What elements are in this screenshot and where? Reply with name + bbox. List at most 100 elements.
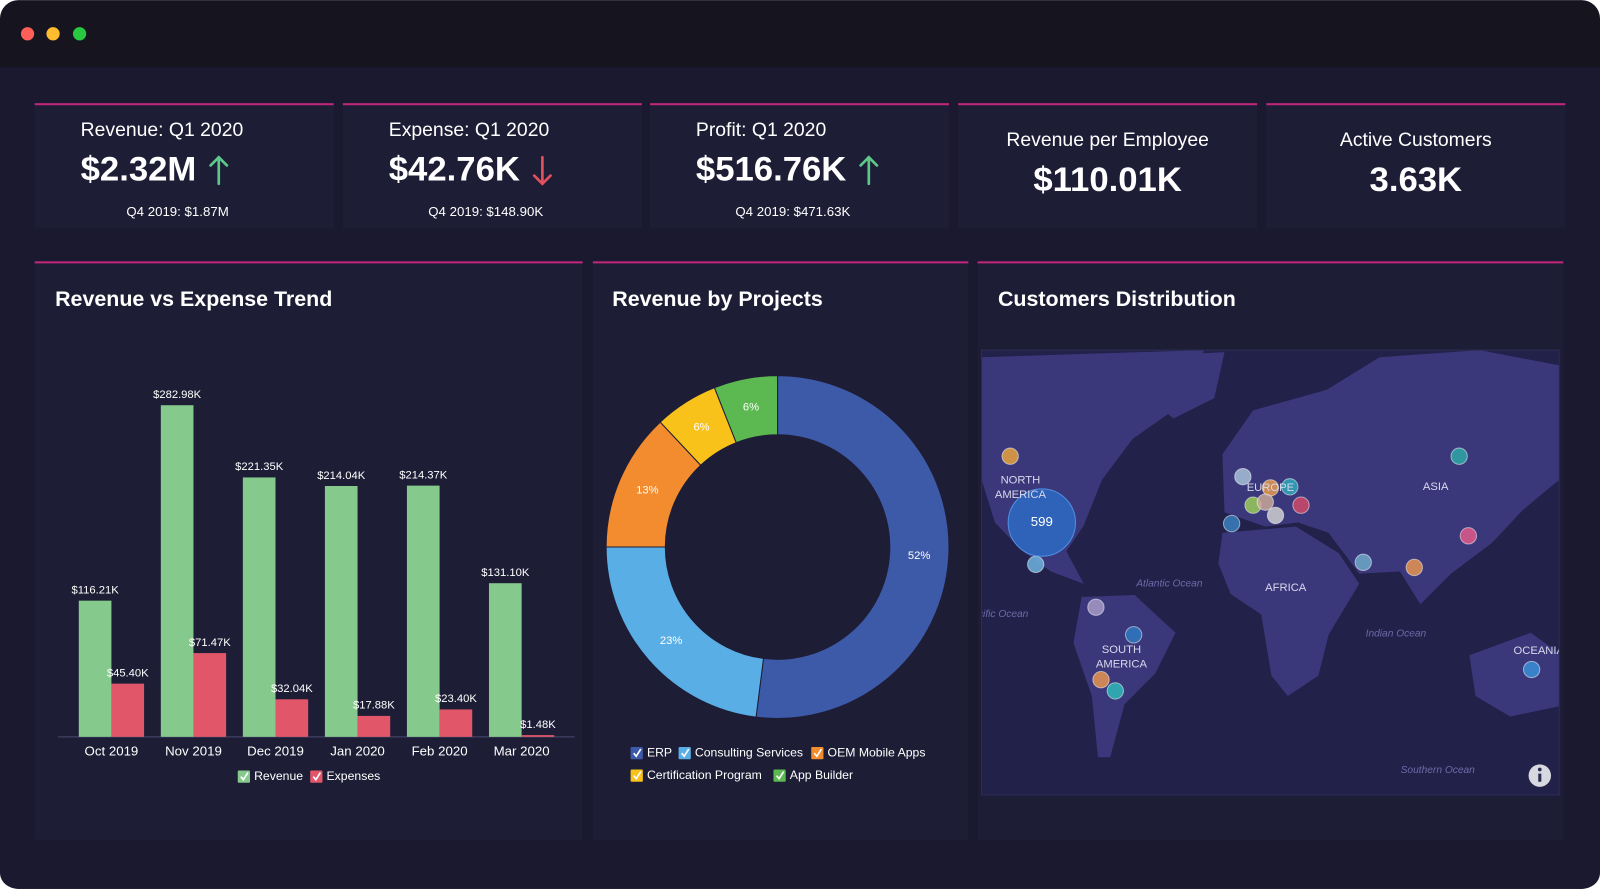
trend-arrow <box>532 155 552 186</box>
legend-label: OEM Mobile Apps <box>828 745 926 759</box>
region-label: ASIA <box>1423 481 1449 493</box>
bar <box>439 709 473 737</box>
kpi-accent <box>1266 103 1566 106</box>
kpi-title: Active Customers <box>1340 129 1492 151</box>
legend-check <box>813 748 823 758</box>
map-marker <box>1001 447 1019 465</box>
kpi-accent <box>342 103 642 106</box>
data-label: 6% <box>693 421 709 433</box>
kpi-comparison: Q4 2019: $471.63K <box>735 204 850 219</box>
map-marker <box>1027 555 1045 574</box>
donut-slice <box>755 375 950 719</box>
window-body-bottom <box>0 857 1600 889</box>
kpi-value: $2.32M <box>81 151 197 189</box>
data-label: 52% <box>908 550 930 562</box>
kpi-row: Revenue: Q1 2020 $2.32M Q4 2019: $1.87M Exp… <box>34 103 1566 229</box>
bar <box>406 485 440 737</box>
data-label: 6% <box>743 402 759 414</box>
map-marker <box>1405 558 1423 577</box>
region-label: NORTH <box>1001 475 1041 487</box>
kpi-title: Expense: Q1 2020 <box>389 119 550 141</box>
data-label: $23.40K <box>435 693 477 705</box>
region-label: EUROPE <box>1247 482 1294 494</box>
region-label: AMERICA <box>1096 658 1148 670</box>
region-label: OCEANIA <box>1514 645 1565 657</box>
legend-label: Certification Program <box>647 768 762 782</box>
legend-check <box>240 772 249 782</box>
map-marker <box>1125 626 1143 644</box>
data-label: $32.04K <box>271 683 313 695</box>
panel-accent <box>34 261 583 264</box>
map-marker <box>1354 553 1372 572</box>
map-markers: 599 <box>1001 447 1541 700</box>
ocean-label: Southern Ocean <box>1401 765 1476 776</box>
zoom-button[interactable] <box>72 27 87 41</box>
kpi-title: Profit: Q1 2020 <box>696 119 827 141</box>
ocean-label: Pacific Ocean <box>966 609 1029 620</box>
bar <box>193 653 227 737</box>
panel-accent <box>592 261 969 264</box>
legend-label: Consulting Services <box>695 745 803 759</box>
legend-label: Revenue <box>254 769 303 783</box>
map-marker <box>1292 496 1310 514</box>
data-label: 23% <box>660 635 682 647</box>
legend-swatch <box>630 747 643 760</box>
bar <box>357 715 391 737</box>
data-label: $1.48K <box>520 719 556 731</box>
x-tick-label: Mar 2020 <box>494 744 550 759</box>
ocean-label: Indian Ocean <box>1366 628 1427 639</box>
kpi-card <box>34 103 334 229</box>
kpi-comparison: Q4 2019: $1.87M <box>126 204 228 219</box>
map-bubble-label: 599 <box>1031 514 1053 529</box>
trend-arrow <box>209 155 229 186</box>
x-tick-label: Feb 2020 <box>412 744 468 759</box>
data-label: $214.04K <box>317 470 366 482</box>
map-marker <box>1281 478 1299 496</box>
panel-title: Revenue vs Expense Trend <box>55 287 332 311</box>
minimize-button[interactable] <box>46 27 60 41</box>
map-marker <box>1522 660 1541 679</box>
bar <box>275 699 309 737</box>
legend-label: Expenses <box>327 769 381 783</box>
info-button[interactable] <box>1528 764 1552 787</box>
map-marker <box>1222 514 1241 533</box>
donut-chart: 52% 23% 13% 6% 6% ERP Consulting Services OEM M… <box>605 375 950 782</box>
map-marker <box>1450 447 1468 465</box>
region-label: AMERICA <box>995 489 1047 501</box>
legend-swatch <box>678 747 691 760</box>
map-marker <box>1266 506 1285 525</box>
legend-swatch <box>310 770 323 783</box>
map-marker <box>1459 527 1478 545</box>
x-tick-label: Nov 2019 <box>165 744 222 759</box>
x-tick-label: Dec 2019 <box>247 744 304 759</box>
kpi-value: $110.01K <box>1033 161 1182 199</box>
arrow-head <box>532 174 552 186</box>
data-label: $282.98K <box>153 389 202 401</box>
data-label: $17.88K <box>353 700 395 712</box>
legend-label: App Builder <box>790 768 853 782</box>
panel <box>34 261 583 840</box>
kpi-card <box>342 103 642 229</box>
map-frame <box>981 349 1560 796</box>
bar <box>111 683 145 737</box>
data-label: $131.10K <box>481 567 530 579</box>
info-glyph <box>1538 773 1542 782</box>
kpi-title: Revenue per Employee <box>1006 129 1208 151</box>
close-button[interactable] <box>20 27 35 41</box>
kpi-accent <box>650 103 949 106</box>
kpi-accent <box>958 103 1258 106</box>
map-marker <box>1256 493 1274 511</box>
info-glyph <box>1537 767 1542 772</box>
legend-swatch <box>237 770 250 783</box>
map-bubble <box>1007 488 1077 557</box>
kpi-card <box>650 103 949 229</box>
data-label: $116.21K <box>72 584 120 596</box>
kpi-value: $42.76K <box>389 151 520 189</box>
panel-title: Revenue by Projects <box>612 287 823 311</box>
map-marker <box>1106 682 1124 700</box>
bar <box>488 583 522 737</box>
kpi-card <box>958 103 1258 229</box>
kpi-comparison: Q4 2019: $148.90K <box>428 204 543 219</box>
trend-arrow <box>859 155 879 186</box>
